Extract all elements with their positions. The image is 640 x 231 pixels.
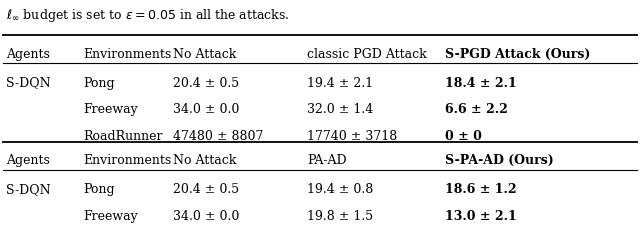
Text: 19.4 ± 0.8: 19.4 ± 0.8 [307,182,374,195]
Text: RoadRunner: RoadRunner [83,129,163,142]
Text: 18.6 ± 1.2: 18.6 ± 1.2 [445,182,516,195]
Text: S-DQN: S-DQN [6,76,51,89]
Text: 20.4 ± 0.5: 20.4 ± 0.5 [173,76,239,89]
Text: 34.0 ± 0.0: 34.0 ± 0.0 [173,209,239,222]
Text: No Attack: No Attack [173,154,236,167]
Text: S-PA-AD (Ours): S-PA-AD (Ours) [445,154,554,167]
Text: Agents: Agents [6,154,51,167]
Text: Agents: Agents [6,47,51,60]
Text: S-DQN: S-DQN [6,182,51,195]
Text: Freeway: Freeway [83,103,138,116]
Text: 20.4 ± 0.5: 20.4 ± 0.5 [173,182,239,195]
Text: Pong: Pong [83,76,115,89]
Text: PA-AD: PA-AD [307,154,347,167]
Text: Pong: Pong [83,182,115,195]
Text: 0 ± 0: 0 ± 0 [445,129,482,142]
Text: S-PGD Attack (Ours): S-PGD Attack (Ours) [445,47,590,60]
Text: Environments: Environments [83,154,172,167]
Text: 18.4 ± 2.1: 18.4 ± 2.1 [445,76,516,89]
Text: Freeway: Freeway [83,209,138,222]
Text: classic PGD Attack: classic PGD Attack [307,47,427,60]
Text: 17740 ± 3718: 17740 ± 3718 [307,129,397,142]
Text: 32.0 ± 1.4: 32.0 ± 1.4 [307,103,374,116]
Text: 19.4 ± 2.1: 19.4 ± 2.1 [307,76,373,89]
Text: Environments: Environments [83,47,172,60]
Text: No Attack: No Attack [173,47,236,60]
Text: $\ell_\infty$ budget is set to $\epsilon = 0.05$ in all the attacks.: $\ell_\infty$ budget is set to $\epsilon… [6,7,290,24]
Text: 6.6 ± 2.2: 6.6 ± 2.2 [445,103,508,116]
Text: 19.8 ± 1.5: 19.8 ± 1.5 [307,209,373,222]
Text: 47480 ± 8807: 47480 ± 8807 [173,129,263,142]
Text: 13.0 ± 2.1: 13.0 ± 2.1 [445,209,516,222]
Text: 34.0 ± 0.0: 34.0 ± 0.0 [173,103,239,116]
